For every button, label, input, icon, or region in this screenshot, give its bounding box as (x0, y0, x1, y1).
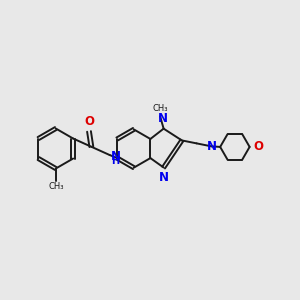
Text: O: O (253, 140, 263, 153)
Text: CH₃: CH₃ (48, 182, 64, 190)
Text: H: H (111, 157, 119, 166)
Text: O: O (84, 115, 94, 128)
Text: N: N (207, 140, 217, 153)
Text: N: N (111, 150, 121, 163)
Text: N: N (159, 171, 169, 184)
Text: CH₃: CH₃ (152, 104, 168, 113)
Text: N: N (158, 112, 168, 125)
